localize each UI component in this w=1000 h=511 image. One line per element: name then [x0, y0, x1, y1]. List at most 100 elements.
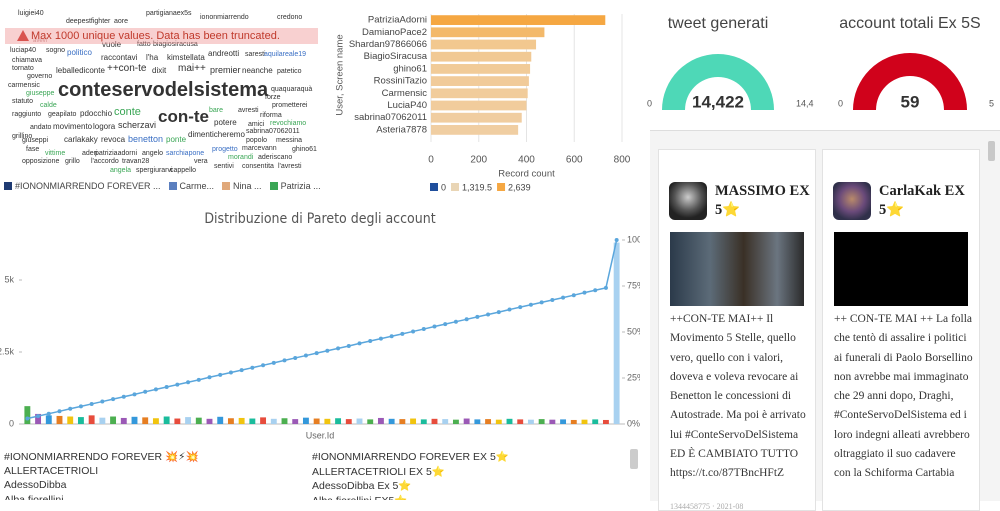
- bar: [442, 419, 449, 424]
- chart-title: Distribuzione di Pareto degli account: [204, 211, 435, 227]
- bar: [120, 417, 127, 424]
- y2-tick-label: 25%: [627, 372, 640, 382]
- gauge-max: 14,4: [796, 98, 814, 108]
- bar: [281, 418, 288, 424]
- cloud-word: revoca: [101, 135, 126, 144]
- bar-chart: 0 200 400 600 800 PatriziaAdorniDamianoPace2S…: [335, 14, 631, 192]
- table-cell: Alba fiorellini: [4, 493, 64, 501]
- cumulative-point: [603, 285, 608, 290]
- cloud-word: opposizione: [22, 158, 60, 165]
- cumulative-point: [411, 329, 416, 334]
- tweet-card[interactable]: MASSIMO EX 5⭐ ++CON-TE MAI++ Il Moviment…: [658, 149, 816, 511]
- y-tick-label: Asteria7878: [376, 124, 427, 135]
- scrollbar[interactable]: [988, 141, 995, 161]
- legend-swatch: [497, 183, 506, 191]
- legend-item: Carme...: [168, 181, 214, 191]
- cloud-word: luciap40: [10, 47, 37, 54]
- cumulative-point: [464, 317, 469, 322]
- table-cell: ALLERTACETRIOLI EX 5⭐: [312, 465, 445, 478]
- table-cell: Alba fiorellini EX5⭐: [312, 494, 407, 501]
- cumulative-point: [250, 365, 255, 370]
- cumulative-point: [314, 351, 319, 356]
- cumulative-point: [593, 288, 598, 293]
- cloud-word: iononmiarrendo: [200, 14, 249, 21]
- bar: [131, 416, 138, 424]
- cloud-word: potere: [214, 118, 237, 127]
- cumulative-point: [36, 414, 41, 419]
- bar: [335, 418, 342, 424]
- cloud-word: sogno: [46, 47, 66, 54]
- bar: [570, 419, 577, 424]
- y2-tick-label: 100%: [627, 234, 640, 244]
- avatar: [669, 182, 707, 220]
- bar: [345, 419, 352, 424]
- bar: [431, 418, 438, 424]
- cumulative-point: [57, 409, 62, 414]
- cloud-word: riforma: [260, 112, 282, 119]
- bar: [410, 418, 417, 424]
- cloud-word: ponte: [166, 135, 187, 144]
- cumulative-point: [507, 307, 512, 312]
- cumulative-point: [132, 392, 137, 397]
- cloud-word: pdocchio: [80, 109, 113, 118]
- cumulative-point: [453, 319, 458, 324]
- cloud-word: andreotti: [208, 49, 240, 58]
- cloud-word: grillo: [65, 158, 80, 165]
- cloud-legend: #IONONMIARRENDO FOREVER ... Carme... Nina …: [4, 181, 321, 191]
- bar: [292, 419, 299, 424]
- y-tick-label: BiagioSiracusa: [364, 51, 428, 62]
- x-tick-label: 800: [614, 155, 631, 166]
- y2-tick-label: 0%: [627, 418, 640, 428]
- bar: [238, 417, 245, 424]
- bar: [388, 418, 395, 424]
- dashboard: luigiei40 deepestfighter aore partigianaex5…: [0, 10, 1000, 511]
- bar: [431, 39, 537, 50]
- bar: [77, 417, 84, 424]
- cumulative-point: [143, 389, 148, 394]
- cumulative-point: [46, 411, 51, 416]
- bar: [356, 418, 363, 424]
- cumulative-point: [218, 372, 223, 377]
- cloud-word: fase: [26, 146, 40, 153]
- cloud-word: vittime: [45, 150, 66, 157]
- bar: [206, 418, 213, 424]
- cloud-word: statuto: [12, 98, 34, 105]
- bar: [24, 406, 31, 424]
- legend-label: 0: [441, 182, 446, 192]
- tweet-user: CarlaKak EX 5⭐: [879, 183, 965, 218]
- cloud-word: mai++: [178, 63, 206, 74]
- cloud-word: cappello: [170, 167, 197, 174]
- table-cell: #IONONMIARRENDO FOREVER 💥⚡💥: [4, 451, 199, 463]
- bar: [420, 419, 427, 424]
- cloud-word: grillino: [12, 133, 33, 140]
- bar: [45, 415, 52, 424]
- cumulative-point: [539, 300, 544, 305]
- cloud-word: scherzavi: [118, 120, 157, 130]
- gauge-max: 5: [989, 98, 994, 108]
- cloud-word: avresti: [238, 107, 259, 114]
- cloud-word: ++con-te: [107, 63, 147, 74]
- cumulative-point: [25, 416, 30, 421]
- cumulative-line: [27, 239, 618, 420]
- scrollbar[interactable]: [630, 449, 638, 469]
- legend-swatch: [4, 182, 12, 190]
- cloud-word: popolo: [246, 137, 268, 144]
- legend-swatch: [269, 182, 278, 190]
- y-tick-label: Carmensic: [382, 88, 428, 99]
- cumulative-point: [78, 404, 83, 409]
- cloud-word: fatto: [137, 41, 151, 48]
- bar: [431, 64, 531, 74]
- cloud-word: dimenticheremo: [188, 130, 245, 139]
- cumulative-point: [336, 346, 341, 351]
- gauge-title: account totali Ex 5S: [839, 15, 980, 32]
- cloud-word: logora: [93, 122, 116, 131]
- cumulative-point: [111, 397, 116, 402]
- cumulative-point: [582, 290, 587, 295]
- tweet-card[interactable]: CarlaKak EX 5⭐ ++ CON-TE MAI ++ La folla…: [822, 149, 980, 511]
- truncation-warning: Max 1000 unique values. Data has been tr…: [5, 28, 318, 44]
- cloud-word: carmensic: [8, 82, 40, 89]
- bar: [431, 112, 522, 123]
- cumulative-point: [571, 293, 576, 298]
- y-tick-label: 5k: [4, 274, 14, 284]
- cumulative-point: [282, 358, 287, 363]
